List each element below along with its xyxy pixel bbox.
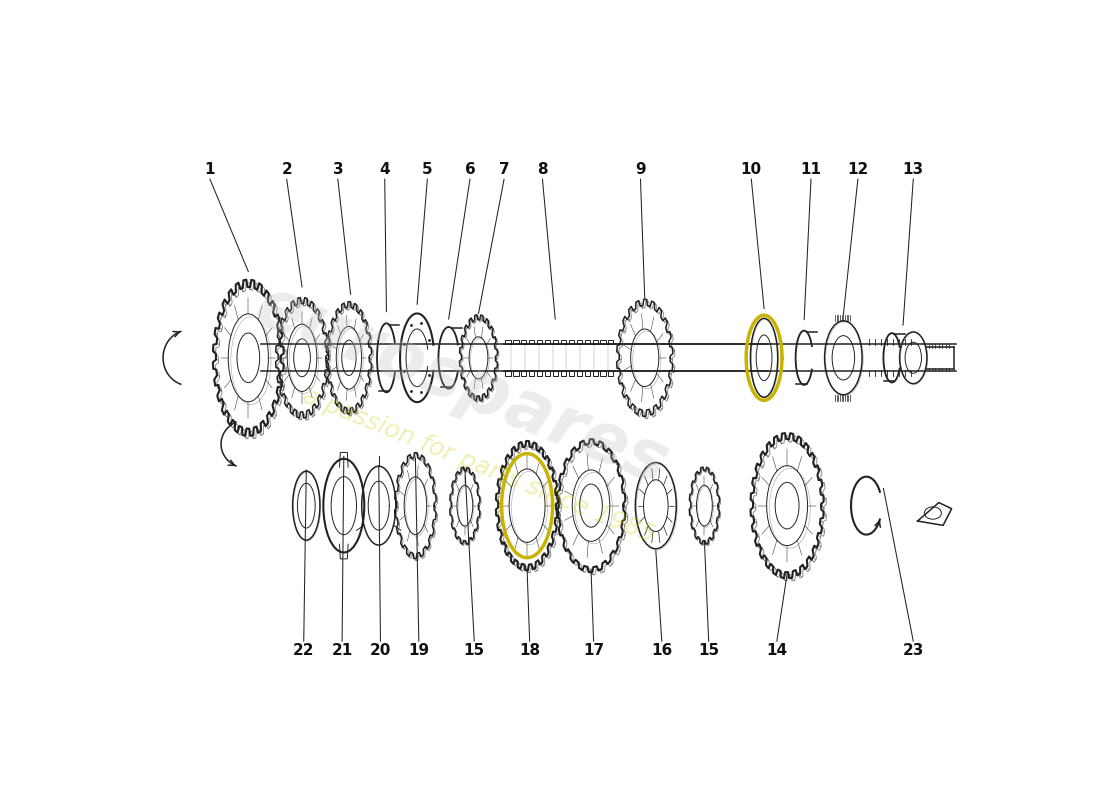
Text: 14: 14 [767, 643, 788, 658]
Text: 11: 11 [801, 162, 822, 178]
Text: 20: 20 [370, 643, 392, 658]
Text: 21: 21 [331, 643, 353, 658]
Text: 17: 17 [583, 643, 604, 658]
Text: a passion for parts since 1985: a passion for parts since 1985 [299, 384, 658, 547]
Text: 18: 18 [519, 643, 540, 658]
Text: 15: 15 [464, 643, 485, 658]
Text: 6: 6 [464, 162, 475, 178]
Text: 9: 9 [635, 162, 646, 178]
Text: eurospares: eurospares [245, 272, 678, 499]
Text: 2: 2 [282, 162, 293, 178]
Text: 1: 1 [205, 162, 216, 178]
Text: 3: 3 [332, 162, 343, 178]
Text: 12: 12 [847, 162, 869, 178]
Text: 4: 4 [379, 162, 390, 178]
Text: 16: 16 [651, 643, 672, 658]
Text: 8: 8 [537, 162, 548, 178]
Text: 13: 13 [903, 162, 924, 178]
Text: 7: 7 [498, 162, 509, 178]
Text: 15: 15 [698, 643, 719, 658]
Text: 19: 19 [408, 643, 429, 658]
Text: 10: 10 [740, 162, 762, 178]
Text: 5: 5 [422, 162, 432, 178]
Text: 23: 23 [903, 643, 924, 658]
Text: 22: 22 [293, 643, 315, 658]
